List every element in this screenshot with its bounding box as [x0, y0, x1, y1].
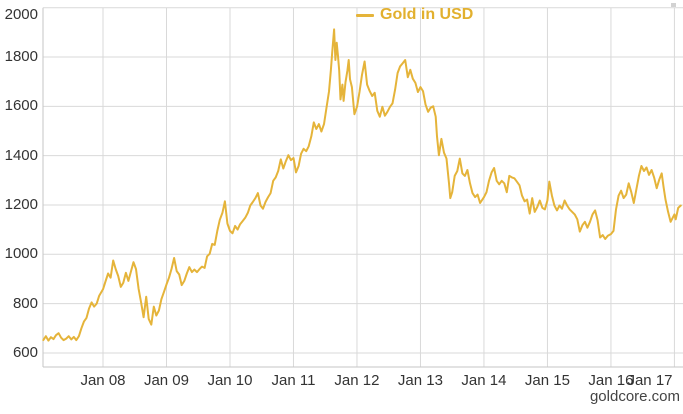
y-axis-label: 1000	[4, 245, 38, 263]
y-axis-label: 1200	[4, 195, 38, 213]
y-axis-label: 600	[12, 343, 38, 361]
x-axis-label: Jan 13	[397, 372, 443, 389]
y-axis-label: 1800	[4, 48, 38, 66]
x-axis-label: Jan 11	[271, 372, 316, 389]
x-axis-label: Jan 17	[627, 372, 673, 389]
x-axis-label: Jan 16	[588, 372, 634, 389]
x-axis-label: Jan 10	[207, 372, 253, 389]
y-axis-label: 1400	[4, 146, 38, 164]
x-axis-label: Jan 12	[334, 372, 380, 389]
series-line-symbol	[356, 13, 374, 17]
ui-artifact-dot	[671, 3, 676, 7]
x-gridlines	[102, 7, 675, 367]
y-axis-label: 800	[12, 294, 38, 312]
y-axis-label: 1600	[4, 97, 38, 115]
x-axis-label: Jan 09	[143, 372, 189, 389]
x-axis-label: Jan 14	[461, 372, 507, 389]
gold-price-line[interactable]	[42, 28, 682, 342]
watermark: goldcore.com	[589, 388, 680, 405]
y-gridlines	[43, 7, 683, 354]
legend-label: Gold in USD	[380, 6, 474, 23]
x-axis-label: Jan 08	[80, 372, 126, 389]
legend[interactable]: Gold in USD	[356, 5, 473, 25]
y-axis-label: 2000	[4, 6, 38, 23]
x-axis-label: Jan 15	[524, 372, 570, 389]
axis-lines	[42, 7, 683, 368]
